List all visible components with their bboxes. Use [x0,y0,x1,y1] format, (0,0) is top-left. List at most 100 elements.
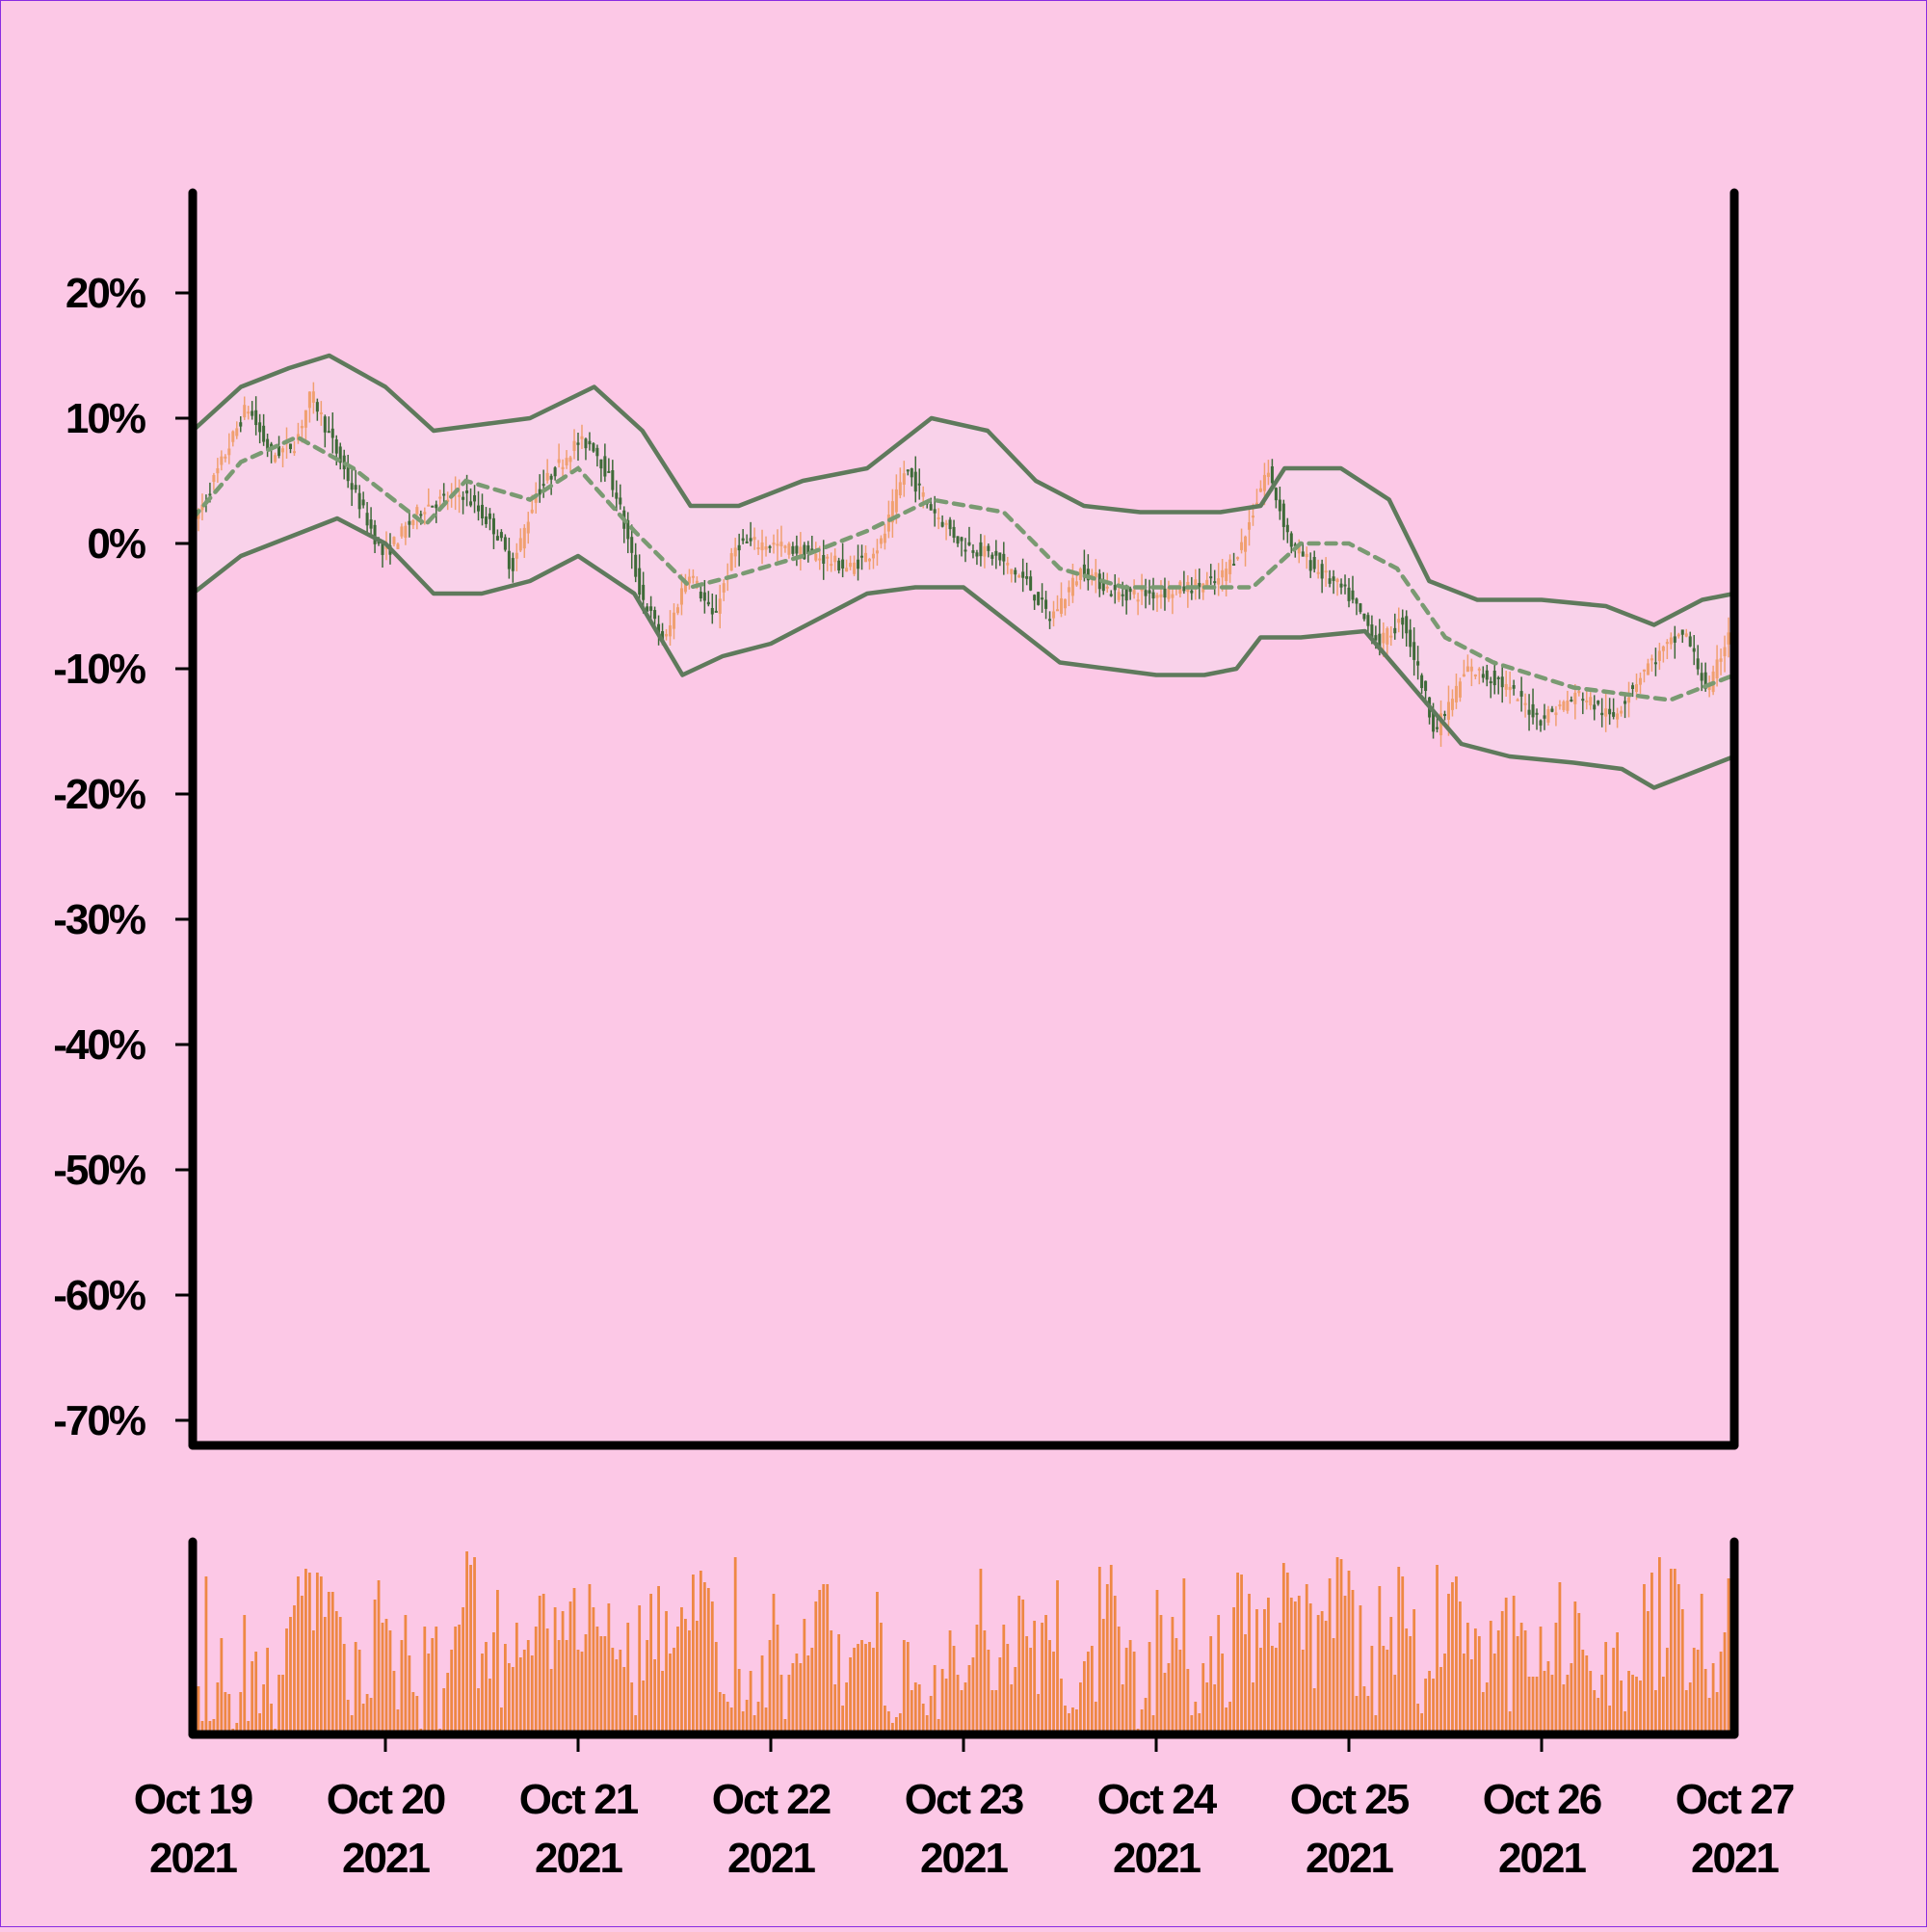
volume-bar [1680,1609,1684,1734]
candle [254,396,258,436]
volume-bar [1719,1652,1723,1734]
candle [1289,531,1293,554]
candle-body [898,482,902,496]
candle-body [1305,553,1308,558]
candle [442,483,446,505]
candle-body [1124,586,1128,601]
candle-body [695,580,699,585]
volume-bar [1378,1586,1382,1734]
candle-body [630,537,634,553]
candle-body [1715,659,1719,679]
candle-body [841,559,845,569]
volume-bar [304,1569,307,1734]
volume-bar [1362,1686,1366,1734]
candle-body [1198,582,1201,588]
candle [1653,648,1657,676]
candle [630,524,634,569]
candle [745,534,749,543]
candle-body [1669,637,1673,645]
candle-body [679,588,683,605]
candle-body [541,484,545,487]
volume-bar [868,1642,871,1734]
volume-bar [1676,1584,1680,1734]
candle [948,516,952,537]
volume-bar [431,1638,435,1734]
volume-bar [603,1636,607,1734]
volume-bar [1508,1711,1512,1734]
candle-body [495,536,499,541]
candle-body [384,545,388,549]
candle [1025,562,1029,586]
candle [1240,528,1244,554]
volume-bar [1128,1640,1132,1734]
candle-body [1101,581,1105,592]
candle-body [1362,613,1366,620]
candle-body [254,410,258,426]
volume-bar [1432,1679,1435,1734]
candle [675,603,679,616]
candle [967,526,971,546]
middle-band-line [190,434,1737,702]
volume-bar [990,1690,994,1734]
volume-bar [1244,1634,1247,1734]
candle-body [1684,633,1688,637]
volume-bar [1616,1632,1619,1734]
candle-body [330,428,334,438]
candle-body [691,575,695,578]
candle-body [611,470,615,490]
volume-bar [200,1721,204,1734]
candle-body [1262,474,1266,491]
volume-bar [1175,1638,1178,1734]
candle-body [1409,629,1412,648]
candle [599,459,603,483]
volume-bar [634,1715,638,1734]
volume-bar [791,1663,795,1734]
candle-body [776,543,779,546]
candle-body [511,558,515,571]
candle-body [1593,704,1597,710]
volume-bar [315,1573,319,1734]
volume-bar [1221,1654,1225,1734]
volume-bar [1079,1682,1082,1734]
candle-body [584,438,588,449]
volume-bar [1109,1565,1113,1734]
candle [315,398,319,421]
candle-body [1121,594,1124,596]
candle [491,513,495,549]
candle [1136,593,1140,616]
candle-body [381,543,384,555]
candle [741,529,745,544]
candle-body [1653,662,1657,665]
candle-body [634,554,638,577]
volume-bar [783,1719,787,1734]
candle [1631,682,1635,698]
candle-body [1401,617,1405,625]
candle [998,552,1002,567]
volume-bar [400,1640,404,1734]
candle-body [1190,590,1194,594]
candle [1063,598,1067,616]
candle [1148,579,1151,605]
candle [714,595,718,613]
volume-bar [469,1565,472,1734]
candle [224,454,227,463]
candle [702,579,706,614]
candle-body [1612,712,1616,717]
volume-bar [1393,1675,1397,1734]
volume-bar [1010,1684,1014,1734]
volume-bar [1715,1692,1719,1734]
candle [1473,674,1477,679]
candle [1128,586,1132,600]
candle [499,529,503,542]
candle [1585,689,1589,710]
volume-bar [749,1671,752,1734]
volume-bar [1650,1573,1653,1734]
volume-bar [388,1630,392,1734]
candle [235,421,239,439]
candle-body [752,537,756,541]
candle-body [288,443,293,450]
volume-bar [971,1657,975,1734]
volume-bar [1343,1596,1347,1734]
candle-body [1140,588,1144,592]
candle-body [1535,712,1539,715]
